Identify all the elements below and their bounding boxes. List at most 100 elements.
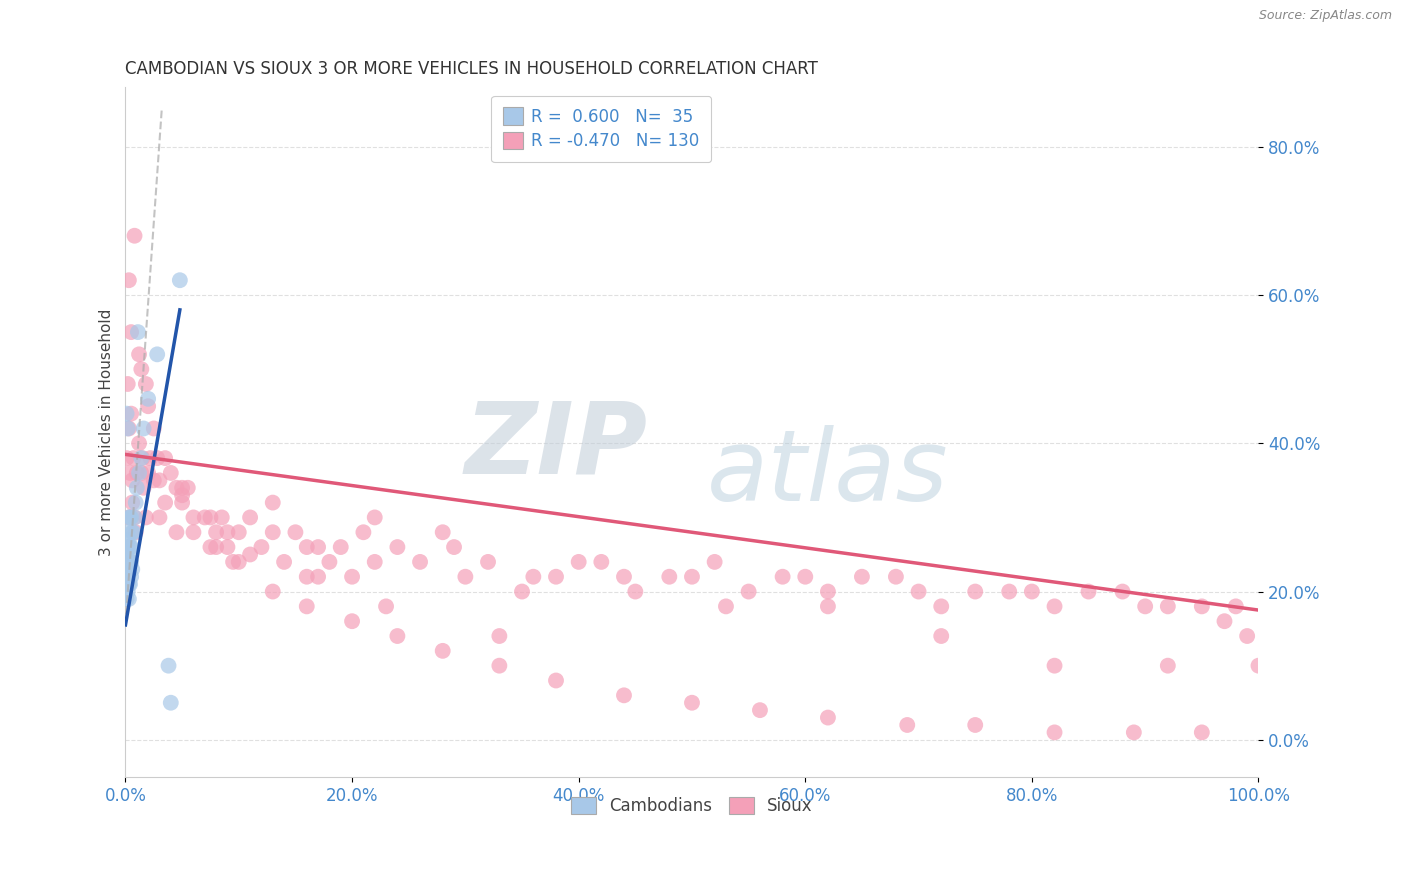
Point [364,555,387,569]
Point [352,525,374,540]
Point [166,525,188,540]
Point [307,540,329,554]
Text: Source: ZipAtlas.com: Source: ZipAtlas.com [1258,9,1392,22]
Point [817,599,839,614]
Point [613,570,636,584]
Point [295,540,318,554]
Point [544,673,567,688]
Point [318,555,340,569]
Point [1191,599,1213,614]
Point [118,577,141,591]
Y-axis label: 3 or more Vehicles in Household: 3 or more Vehicles in Household [100,309,114,556]
Point [522,570,544,584]
Point [128,436,150,450]
Point [591,555,613,569]
Point [135,376,157,391]
Point [205,540,228,554]
Point [166,481,188,495]
Point [115,451,138,466]
Point [142,474,165,488]
Point [132,481,155,495]
Text: atlas: atlas [707,425,949,522]
Point [136,466,159,480]
Point [131,466,153,480]
Point [295,570,318,584]
Point [146,451,169,466]
Point [884,570,907,584]
Legend: Cambodians, Sioux: Cambodians, Sioux [562,789,821,823]
Point [118,510,141,524]
Point [772,570,794,584]
Point [222,555,245,569]
Point [117,570,139,584]
Point [115,562,138,576]
Point [120,570,142,584]
Point [118,510,141,524]
Point [262,525,284,540]
Point [121,525,143,540]
Point [387,629,409,643]
Point [284,525,307,540]
Point [118,510,141,524]
Point [1213,614,1236,628]
Point [183,525,205,540]
Point [120,555,142,569]
Point [121,474,143,488]
Point [135,510,157,524]
Point [115,407,138,421]
Point [965,718,987,732]
Point [128,466,150,480]
Point [124,510,146,524]
Point [896,718,918,732]
Point [183,510,205,524]
Point [117,555,139,569]
Point [124,510,146,524]
Point [737,584,759,599]
Point [148,474,170,488]
Point [172,481,194,495]
Point [121,562,143,576]
Point [153,451,176,466]
Point [177,481,200,495]
Point [329,540,352,554]
Point [1191,725,1213,739]
Point [127,325,149,339]
Point [488,629,510,643]
Point [131,451,153,466]
Point [200,510,222,524]
Point [211,510,233,524]
Point [1157,599,1180,614]
Point [125,466,148,480]
Point [124,495,146,509]
Point [658,570,681,584]
Point [714,599,737,614]
Point [118,548,141,562]
Point [120,510,142,524]
Point [1111,584,1133,599]
Point [194,510,217,524]
Point [250,540,273,554]
Point [340,570,363,584]
Point [169,273,191,287]
Point [121,495,143,509]
Point [794,570,817,584]
Point [125,481,148,495]
Point [115,577,138,591]
Point [157,658,180,673]
Point [295,599,318,614]
Point [307,570,329,584]
Point [159,466,181,480]
Point [613,689,636,703]
Point [132,421,155,435]
Point [1021,584,1043,599]
Point [172,495,194,509]
Point [117,525,139,540]
Point [136,399,159,413]
Point [432,525,454,540]
Point [239,548,262,562]
Point [817,710,839,724]
Point [117,584,139,599]
Point [1157,658,1180,673]
Point [115,591,138,606]
Point [146,347,169,361]
